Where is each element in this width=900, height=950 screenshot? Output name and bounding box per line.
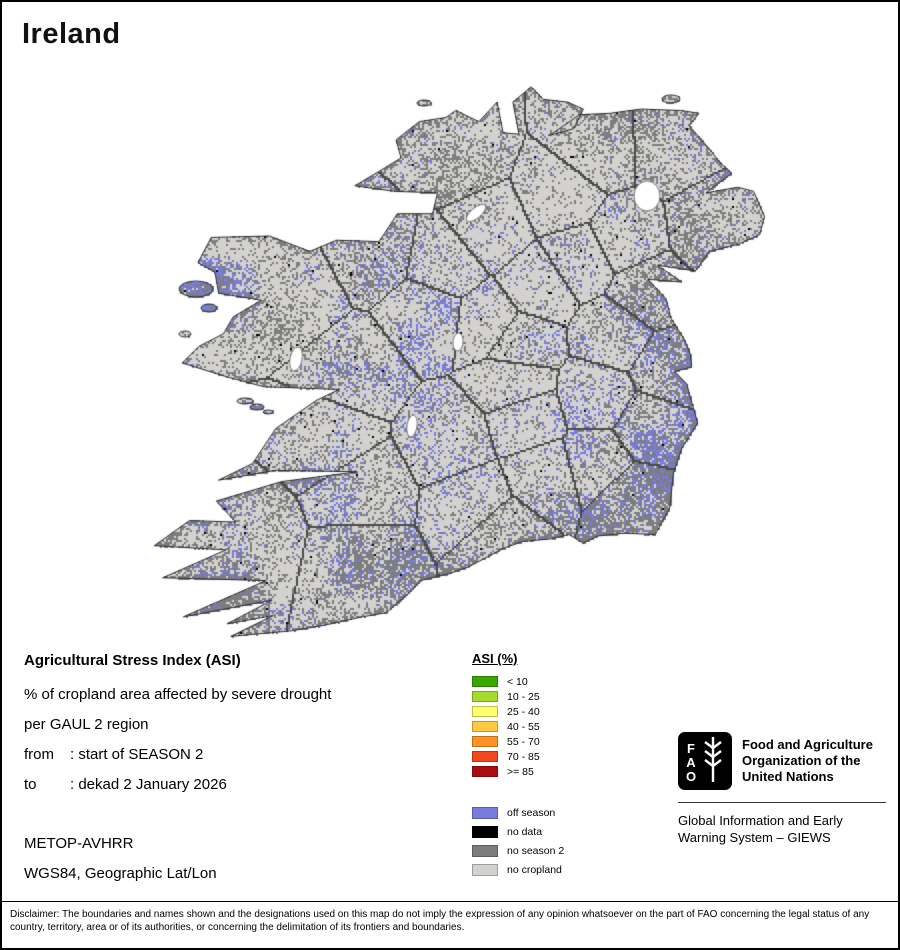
legend-label: no cropland	[507, 863, 562, 876]
legend: ASI (%) < 10 10 - 25 25 - 40 40 - 55 55 …	[472, 651, 564, 879]
legend-swatch	[472, 825, 498, 838]
legend-row: < 10	[472, 674, 564, 689]
legend-row: 70 - 85	[472, 749, 564, 764]
legend-label: 40 - 55	[507, 720, 540, 733]
legend-swatch	[472, 736, 498, 747]
legend-row: 40 - 55	[472, 719, 564, 734]
legend-label: 70 - 85	[507, 750, 540, 763]
asi-class-legend: < 10 10 - 25 25 - 40 40 - 55 55 - 70 70 …	[472, 674, 564, 779]
legend-label: no data	[507, 825, 543, 838]
info-spacer	[24, 806, 454, 835]
sensor-label: METOP-AVHRR	[24, 835, 134, 852]
projection-label: WGS84, Geographic Lat/Lon	[24, 865, 217, 882]
fao-block: F A O Food and Agriculture Organization …	[678, 732, 886, 846]
asi-heading: Agricultural Stress Index (ASI)	[24, 652, 241, 669]
legend-label: >= 85	[507, 765, 534, 778]
period-to: to : dekad 2 January 2026	[24, 776, 454, 793]
fao-org-name: Food and Agriculture Organization of the…	[742, 737, 873, 784]
legend-label: off season	[507, 806, 556, 819]
wheat-ear-icon	[704, 737, 722, 782]
disclaimer-text: Disclaimer: The boundaries and names sho…	[10, 909, 870, 933]
legend-row: no season 2	[472, 841, 564, 860]
from-label: from	[24, 746, 54, 763]
asi-subtitle-1: % of cropland area affected by severe dr…	[24, 686, 332, 703]
legend-label: 25 - 40	[507, 705, 540, 718]
legend-row: 25 - 40	[472, 704, 564, 719]
legend-swatch	[472, 863, 498, 876]
legend-swatch	[472, 676, 498, 687]
giews-label: Global Information and Early Warning Sys…	[678, 813, 843, 845]
legend-title: ASI (%)	[472, 651, 518, 666]
fao-divider	[678, 802, 886, 803]
footer-divider	[2, 901, 898, 902]
fao-letter-a: A	[686, 755, 696, 770]
legend-row: no data	[472, 822, 564, 841]
legend-row: >= 85	[472, 764, 564, 779]
to-value: : dekad 2 January 2026	[70, 776, 227, 793]
page-title: Ireland	[22, 18, 121, 50]
to-label: to	[24, 776, 37, 793]
legend-label: no season 2	[507, 844, 565, 857]
legend-row: no cropland	[472, 860, 564, 879]
legend-swatch	[472, 706, 498, 717]
legend-label: 55 - 70	[507, 735, 540, 748]
legend-swatch	[472, 751, 498, 762]
fao-logo-icon: F A O	[678, 732, 732, 790]
map-info-block: Agricultural Stress Index (ASI) % of cro…	[24, 652, 454, 895]
legend-row: 55 - 70	[472, 734, 564, 749]
coverage-legend: off season no data no season 2 no cropla…	[472, 803, 564, 879]
legend-swatch	[472, 806, 498, 819]
fao-header: F A O Food and Agriculture Organization …	[678, 732, 886, 790]
legend-row: off season	[472, 803, 564, 822]
legend-swatch	[472, 721, 498, 732]
fao-letter-o: O	[686, 769, 696, 784]
legend-label: < 10	[507, 675, 528, 688]
fao-letter-f: F	[687, 741, 695, 756]
period-from: from : start of SEASON 2	[24, 746, 454, 763]
asi-subtitle-2: per GAUL 2 region	[24, 716, 149, 733]
legend-row: 10 - 25	[472, 689, 564, 704]
legend-swatch	[472, 691, 498, 702]
legend-swatch	[472, 844, 498, 857]
legend-label: 10 - 25	[507, 690, 540, 703]
legend-swatch	[472, 766, 498, 777]
from-value: : start of SEASON 2	[70, 746, 204, 763]
